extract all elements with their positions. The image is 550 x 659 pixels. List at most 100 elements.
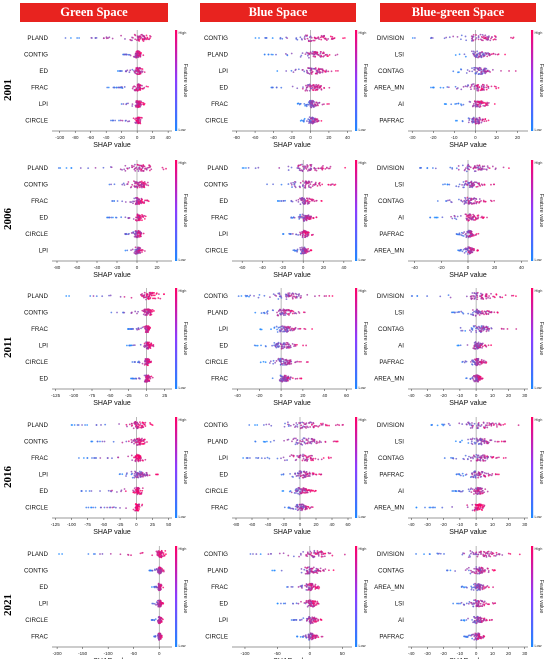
shap-point — [478, 122, 480, 125]
shap-point — [144, 310, 147, 313]
shap-point — [312, 39, 315, 42]
shap-point — [298, 487, 300, 490]
shap-point — [485, 52, 488, 55]
shap-point — [483, 37, 486, 40]
shap-point — [283, 346, 286, 349]
shap-point — [134, 70, 137, 73]
shap-point — [266, 311, 268, 313]
shap-point — [130, 454, 133, 457]
shap-point — [467, 216, 470, 219]
shap-point — [285, 347, 288, 350]
shap-point — [114, 119, 117, 122]
shap-point — [254, 440, 257, 443]
shap-point — [108, 183, 111, 186]
shap-point — [274, 345, 277, 348]
shap-point — [282, 379, 284, 382]
shap-point — [157, 293, 160, 295]
shap-point — [268, 423, 271, 426]
shap-point — [280, 183, 283, 186]
shap-point — [296, 87, 299, 90]
shap-point — [140, 231, 143, 234]
shap-point — [138, 181, 141, 184]
shap-point — [285, 341, 288, 344]
feature-label: FRAC — [211, 215, 228, 222]
shap-point — [139, 489, 142, 492]
shap-point — [488, 422, 491, 424]
shap-point — [277, 200, 280, 202]
shap-point — [469, 234, 472, 237]
shap-point — [267, 53, 270, 56]
shap-point — [135, 220, 138, 222]
x-tick-label: 30 — [522, 522, 528, 527]
shap-point — [296, 250, 299, 253]
shap-point — [300, 296, 302, 299]
shap-point — [456, 87, 459, 89]
shap-point — [504, 294, 507, 297]
shap-point — [326, 424, 329, 427]
shap-point — [485, 310, 488, 313]
shap-point — [472, 359, 474, 362]
x-tick-label: -40 — [103, 135, 110, 140]
shap-point — [310, 116, 313, 119]
shap-point — [268, 362, 271, 364]
feature-label: FRAC — [211, 101, 228, 108]
shap-point — [478, 198, 481, 200]
shap-point — [306, 199, 309, 202]
shap-point — [301, 474, 303, 477]
shap-point — [305, 230, 308, 233]
shap-point — [465, 215, 468, 218]
shap-point — [328, 53, 331, 56]
shap-point — [133, 235, 136, 238]
shap-point — [295, 489, 298, 492]
shap-point — [145, 34, 148, 37]
shap-point — [136, 67, 138, 70]
shap-point — [285, 36, 288, 39]
colorbar-high-label: High — [359, 289, 367, 293]
shap-point — [245, 457, 248, 459]
shap-point — [136, 504, 139, 506]
feature-label: LSI — [395, 52, 405, 59]
shap-point — [464, 198, 467, 200]
shap-point — [135, 424, 138, 427]
shap-point — [477, 341, 480, 344]
shap-point — [259, 361, 262, 364]
shap-point — [485, 88, 488, 91]
shap-point — [475, 233, 478, 235]
shap-point — [478, 116, 481, 119]
shap-point — [143, 37, 146, 40]
x-tick-label: -20 — [430, 135, 437, 140]
shap-point — [488, 424, 490, 427]
shap-point — [133, 85, 136, 88]
shap-point — [300, 169, 303, 172]
shap-point — [334, 424, 337, 427]
shap-point — [271, 377, 274, 380]
colorbar-title: Feature value — [182, 451, 188, 485]
x-tick-label: 60 — [344, 393, 350, 398]
x-tick-label: -125 — [51, 522, 61, 527]
shap-point — [133, 422, 136, 425]
shap-point — [147, 312, 150, 315]
shap-point — [451, 167, 454, 170]
shap-point — [135, 88, 138, 90]
shap-point — [313, 51, 316, 54]
shap-point — [479, 166, 482, 169]
shap-point — [343, 37, 346, 39]
shap-point — [486, 165, 489, 167]
shap-point — [475, 181, 478, 184]
shap-point — [474, 376, 477, 379]
shap-point — [302, 248, 305, 250]
shap-point — [487, 51, 489, 54]
shap-point — [445, 36, 448, 39]
shap-point — [134, 167, 137, 170]
shap-point — [311, 458, 314, 461]
shap-point — [469, 201, 471, 204]
shap-point — [333, 184, 336, 187]
shap-point — [122, 311, 125, 314]
x-tick-label: -40 — [259, 265, 266, 270]
x-tick-label: 40 — [166, 135, 172, 140]
shap-point — [143, 214, 146, 217]
shap-point — [329, 35, 332, 38]
shap-point — [472, 102, 475, 105]
shap-point — [303, 198, 305, 200]
